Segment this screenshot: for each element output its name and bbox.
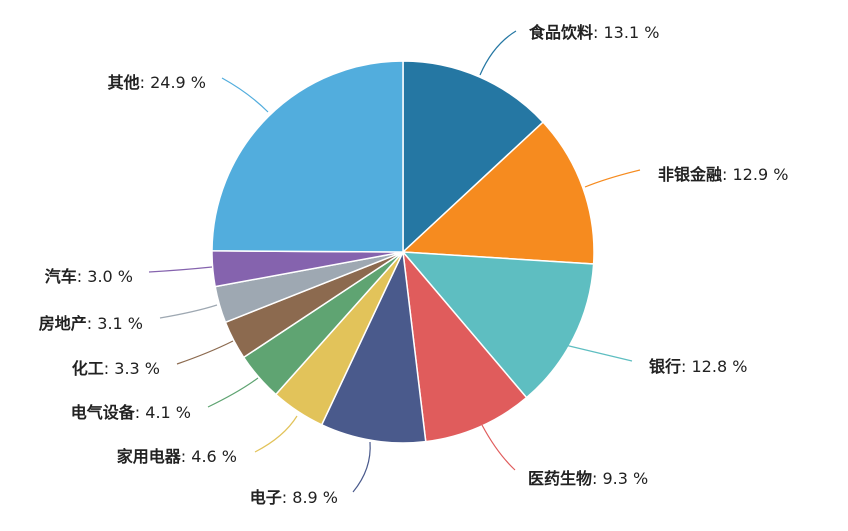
leader-line-7 xyxy=(207,377,259,408)
leader-lines xyxy=(148,30,641,493)
slice-label-value: : 13.1 % xyxy=(593,23,659,42)
slice-label-value: : 3.3 % xyxy=(104,359,160,378)
slice-label-category: 医药生物 xyxy=(528,469,592,488)
slice-label-3: 银行: 12.8 % xyxy=(649,357,747,376)
leader-line-9 xyxy=(159,304,218,319)
leader-line-1 xyxy=(479,30,517,76)
slice-labels: 食品饮料: 13.1 %非银金融: 12.9 %银行: 12.8 %医药生物: … xyxy=(39,23,789,507)
slice-label-2: 非银金融: 12.9 % xyxy=(658,165,788,184)
leader-line-10 xyxy=(148,266,213,273)
pie-slices xyxy=(211,60,595,444)
pie-slice-3[interactable] xyxy=(401,251,595,399)
slice-label-category: 汽车 xyxy=(45,267,77,286)
slice-label-value: : 4.1 % xyxy=(135,403,191,422)
slice-label-1: 食品饮料: 13.1 % xyxy=(528,23,659,42)
leader-line-3 xyxy=(564,344,633,362)
slice-label-value: : 3.0 % xyxy=(77,267,133,286)
slice-label-category: 电气设备 xyxy=(71,403,136,422)
slice-label-5: 电子: 8.9 % xyxy=(250,488,338,507)
slice-label-category: 化工 xyxy=(72,359,104,378)
leader-line-8 xyxy=(176,340,234,365)
leader-line-4 xyxy=(481,424,516,471)
slice-label-value: : 12.8 % xyxy=(681,357,747,376)
pie-slice-11[interactable] xyxy=(211,60,404,253)
leader-line-6 xyxy=(254,415,298,453)
slice-label-7: 电气设备: 4.1 % xyxy=(71,403,191,422)
slice-label-9: 房地产: 3.1 % xyxy=(39,314,143,333)
slice-label-value: : 3.1 % xyxy=(87,314,143,333)
slice-label-category: 其他 xyxy=(108,73,140,92)
pie-slice-5[interactable] xyxy=(320,249,427,444)
slice-label-8: 化工: 3.3 % xyxy=(72,359,160,378)
slice-label-value: : 12.9 % xyxy=(722,165,788,184)
leader-line-11 xyxy=(221,77,269,113)
slice-label-10: 汽车: 3.0 % xyxy=(45,267,133,286)
slice-label-value: : 24.9 % xyxy=(140,73,206,92)
slice-label-11: 其他: 24.9 % xyxy=(108,73,206,92)
pie-slice-1[interactable] xyxy=(402,60,545,254)
pie-slice-4[interactable] xyxy=(401,249,528,443)
slice-label-value: : 8.9 % xyxy=(282,488,338,507)
slice-label-category: 房地产 xyxy=(39,314,87,333)
slice-label-category: 食品饮料 xyxy=(528,23,593,42)
slice-label-category: 家用电器 xyxy=(117,447,182,466)
slice-label-6: 家用电器: 4.6 % xyxy=(117,447,237,466)
slice-label-category: 非银金融 xyxy=(658,165,722,184)
slice-label-4: 医药生物: 9.3 % xyxy=(528,469,648,488)
slice-label-category: 银行 xyxy=(649,357,681,376)
slice-label-value: : 4.6 % xyxy=(181,447,237,466)
leader-line-2 xyxy=(584,169,641,188)
slice-label-value: : 9.3 % xyxy=(592,469,648,488)
slice-label-category: 电子 xyxy=(250,488,282,507)
pie-slice-2[interactable] xyxy=(401,121,595,265)
leader-line-5 xyxy=(352,441,371,493)
